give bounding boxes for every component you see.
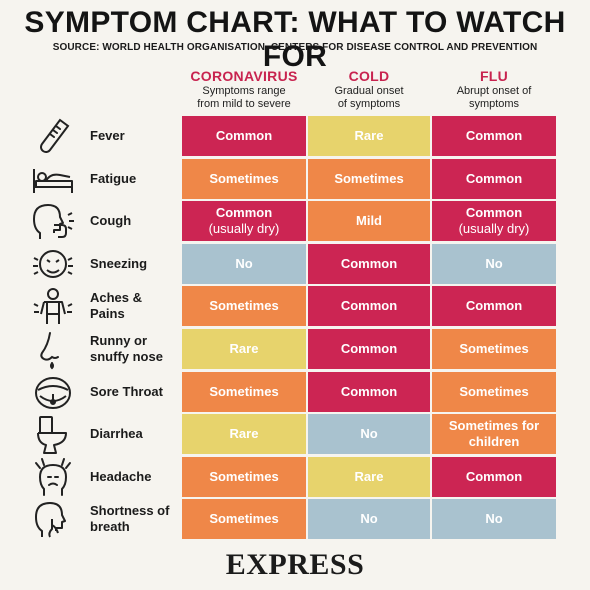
cell-value: No [485, 511, 503, 527]
column-name: FLU [479, 68, 509, 84]
row-label: Fatigue [90, 170, 137, 186]
cell-value: Sometimes [209, 383, 279, 399]
table-cell: Sometimes [432, 329, 556, 369]
table-cell: Rare [182, 414, 306, 455]
column-name: COLD [348, 68, 390, 84]
table-cell: Sometimes for children [432, 414, 556, 455]
row-label: Headache [90, 468, 152, 484]
table-cell: No [308, 499, 430, 540]
cell-value: No [360, 426, 378, 442]
cell-value: Common [465, 468, 523, 484]
cell-value: Rare [354, 468, 384, 484]
table-cell: No [432, 499, 556, 540]
cell-value: Common [465, 205, 523, 221]
cell-value: Common [215, 128, 273, 143]
cough-icon [30, 201, 76, 243]
column-subtitle: Abrupt onset of symptoms [456, 85, 532, 110]
table-cell: Common (usually dry) [182, 201, 306, 242]
cell-value: Common [215, 205, 273, 221]
table-cell: Sometimes [432, 371, 556, 412]
table-cell: Sometimes [308, 158, 430, 199]
nose-icon [30, 329, 76, 371]
row-label: Fever [90, 128, 125, 143]
headache-icon [30, 457, 76, 499]
cell-value: Common [340, 298, 398, 314]
table-cell: Sometimes [182, 158, 306, 199]
cell-value: Sometimes [209, 468, 279, 484]
table-cell: Common [308, 243, 430, 284]
row-label: Diarrhea [90, 426, 143, 442]
table-cell: No [182, 243, 306, 284]
table-cell: Sometimes [182, 456, 306, 497]
row-label: Shortness of breath [90, 503, 170, 535]
cell-value: Rare [229, 426, 259, 442]
table-cell: Sometimes [182, 286, 306, 327]
table-cell: Common [182, 116, 306, 156]
table-cell: Sometimes [182, 371, 306, 412]
cell-value: Common [340, 341, 398, 356]
cell-value: Rare [354, 128, 384, 143]
cell-value: Sometimes [334, 170, 404, 186]
aches-icon [30, 286, 76, 328]
column-header-coronavirus: CORONAVIRUS Symptoms range from mild to s… [182, 68, 306, 114]
row-label: Sneezing [90, 255, 148, 271]
table-cell: Rare [308, 456, 430, 497]
table-cell: Mild [308, 201, 430, 242]
cell-value: Common [340, 255, 398, 271]
bed-icon [30, 159, 76, 201]
cell-value: No [360, 511, 378, 527]
column-header-flu: FLU Abrupt onset of symptoms [432, 68, 556, 114]
column-name: CORONAVIRUS [190, 68, 298, 84]
table-cell: No [432, 243, 556, 284]
table-cell: Rare [182, 329, 306, 369]
cell-value: Sometimes for children [448, 418, 540, 450]
table-cell: Common (usually dry) [432, 201, 556, 242]
breath-icon [30, 499, 76, 541]
row-label: Runny or snuffy nose [90, 333, 163, 364]
cell-value: No [235, 255, 253, 271]
column-header-cold: COLD Gradual onset of symptoms [308, 68, 430, 114]
cell-value: Sometimes [209, 511, 279, 527]
row-label: Aches & Pains [90, 290, 143, 322]
sneeze-icon [30, 244, 76, 286]
cell-value: Rare [229, 341, 259, 356]
table-cell: Common [432, 456, 556, 497]
table-cell: Common [308, 329, 430, 369]
table-cell: Common [308, 371, 430, 412]
cell-value: Mild [356, 213, 382, 229]
column-subtitle: Gradual onset of symptoms [334, 85, 404, 110]
throat-icon [30, 372, 76, 414]
chart-title: SYMPTOM CHART: WHAT TO WATCH FOR [24, 6, 566, 73]
table-cell: No [308, 414, 430, 455]
cell-value: No [485, 255, 503, 271]
column-subtitle: Symptoms range from mild to severe [197, 85, 291, 110]
thermometer-icon [30, 116, 76, 158]
table-cell: Common [432, 116, 556, 156]
express-logo: EXPRESS [225, 548, 365, 581]
cell-value: Sometimes [209, 170, 279, 186]
cell-value: Common [340, 383, 398, 399]
toilet-icon [30, 414, 76, 456]
cell-note: (usually dry) [208, 221, 280, 237]
row-label: Cough [90, 213, 132, 229]
cell-value: Sometimes [459, 341, 529, 356]
table-cell: Common [432, 286, 556, 327]
table-cell: Common [308, 286, 430, 327]
cell-value: Common [465, 170, 523, 186]
cell-note: (usually dry) [458, 221, 530, 237]
cell-value: Sometimes [459, 383, 529, 399]
cell-value: Sometimes [209, 298, 279, 314]
table-cell: Rare [308, 116, 430, 156]
table-cell: Sometimes [182, 499, 306, 540]
table-cell: Common [432, 158, 556, 199]
cell-value: Common [465, 298, 523, 314]
chart-source: SOURCE: WORLD HEALTH ORGANISATION, CENTE… [52, 42, 538, 53]
row-label: Sore Throat [90, 383, 163, 399]
cell-value: Common [465, 128, 523, 143]
